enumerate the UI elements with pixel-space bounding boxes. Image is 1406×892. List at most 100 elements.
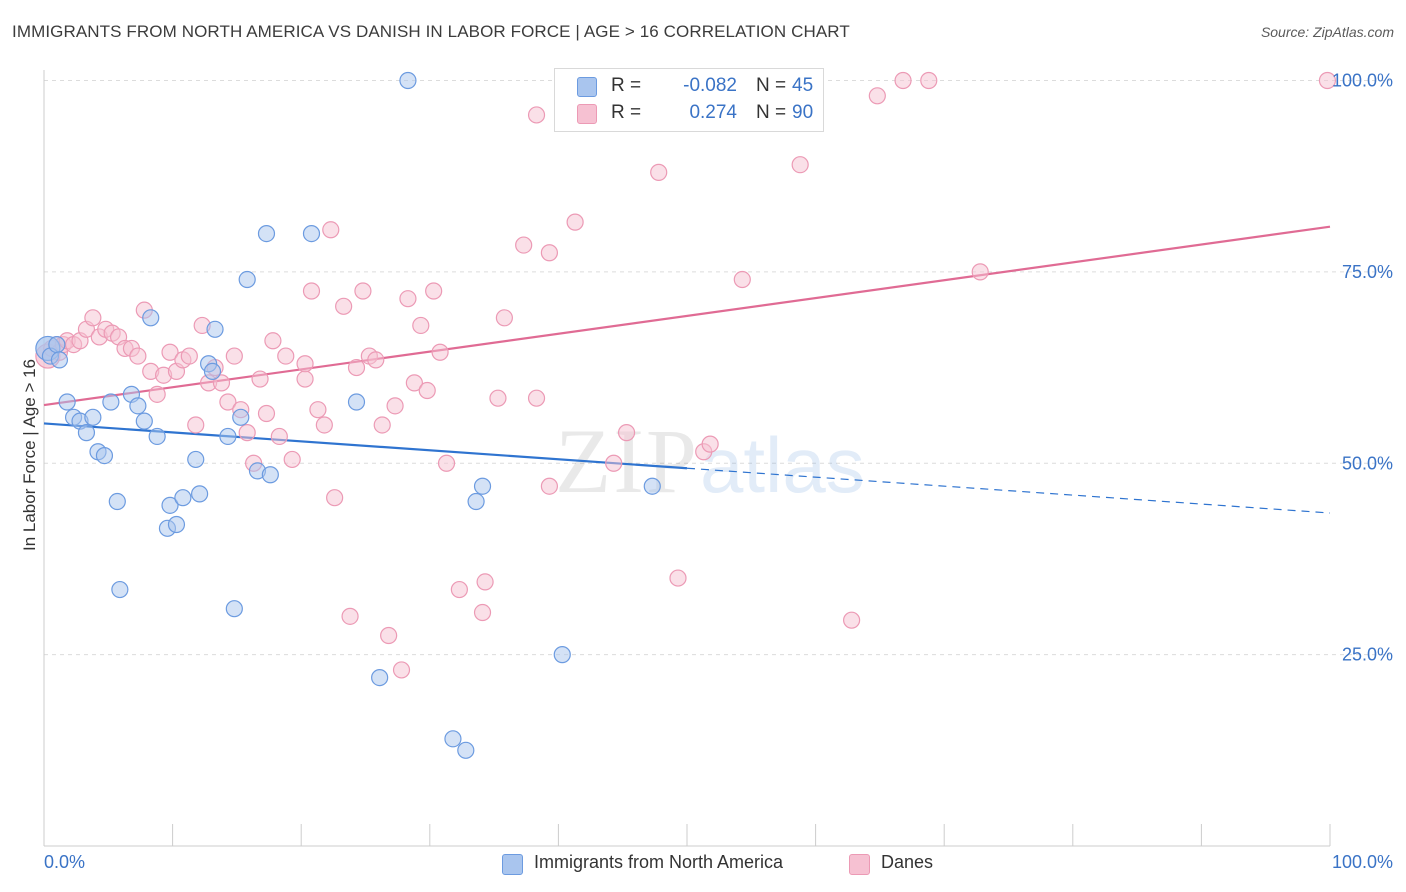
point-danes	[309, 401, 327, 419]
point-danes	[277, 347, 295, 365]
point-danes	[296, 370, 314, 388]
point-immigrants-north-america	[48, 335, 66, 354]
point-danes	[354, 282, 372, 300]
point-immigrants-north-america	[161, 496, 179, 514]
point-danes	[373, 416, 391, 434]
point-danes	[473, 603, 492, 622]
y-tick-label: 100.0%	[1332, 71, 1393, 91]
axes	[43, 70, 1331, 847]
point-danes	[495, 309, 513, 327]
point-danes	[283, 450, 301, 469]
point-immigrants-north-america	[347, 393, 366, 411]
legend-swatch-series1	[577, 77, 597, 97]
legend-n-label: N =	[756, 102, 787, 123]
point-danes	[264, 332, 282, 350]
point-danes	[418, 381, 436, 400]
point-danes	[843, 611, 861, 629]
chart-title: IMMIGRANTS FROM NORTH AMERICA VS DANISH …	[12, 22, 850, 41]
point-immigrants-north-america	[232, 408, 250, 426]
point-danes	[367, 351, 385, 369]
legend-r-label: R =	[611, 102, 642, 123]
point-immigrants-north-america	[102, 393, 120, 411]
point-immigrants-north-america	[142, 309, 160, 327]
point-danes	[868, 87, 886, 105]
point-danes	[84, 309, 102, 327]
x-tick-label: 0.0%	[44, 852, 85, 872]
point-danes	[302, 282, 321, 300]
point-immigrants-north-america	[108, 492, 126, 511]
bottom-legend-swatch-series2	[849, 854, 870, 875]
legend-n-value: 90	[792, 102, 814, 123]
point-immigrants-north-america	[203, 362, 222, 380]
point-danes	[257, 404, 276, 423]
point-danes	[437, 454, 456, 472]
bottom-legend-label-series2: Danes	[881, 852, 934, 872]
point-immigrants-north-america	[187, 450, 205, 469]
y-tick-label: 25.0%	[1342, 645, 1393, 665]
legend-r-label: R =	[611, 75, 642, 96]
point-danes	[450, 580, 468, 599]
point-danes	[335, 297, 353, 315]
y-axis-label: In Labor Force | Age > 16	[20, 359, 39, 551]
trendline-immigrants-north-america-extension	[686, 467, 1331, 514]
point-immigrants-north-america	[191, 485, 209, 503]
point-danes	[489, 389, 507, 407]
point-danes	[296, 355, 314, 373]
point-danes	[212, 374, 231, 392]
point-danes	[1318, 71, 1337, 90]
point-danes	[527, 389, 546, 407]
correlation-legend: R = -0.082 N = 45 R = 0.274 N = 90	[554, 68, 824, 132]
point-danes	[219, 393, 237, 411]
point-danes	[669, 569, 687, 587]
y-tick-label: 50.0%	[1342, 453, 1393, 473]
point-immigrants-north-america	[238, 270, 256, 289]
point-immigrants-north-america	[261, 466, 279, 484]
legend-n-value: 45	[792, 75, 814, 96]
x-tick-label: 100.0%	[1332, 852, 1393, 872]
point-danes	[148, 385, 166, 403]
point-danes	[476, 573, 494, 591]
point-danes	[701, 435, 719, 453]
point-danes	[341, 607, 359, 625]
point-danes	[270, 427, 288, 446]
point-danes	[225, 347, 243, 365]
point-immigrants-north-america	[135, 412, 153, 430]
point-danes	[920, 71, 938, 90]
point-danes	[347, 358, 366, 377]
point-danes	[187, 416, 205, 434]
point-danes	[894, 71, 912, 90]
point-immigrants-north-america	[167, 515, 186, 534]
point-immigrants-north-america	[206, 320, 224, 338]
point-danes	[238, 424, 256, 442]
point-immigrants-north-america	[148, 427, 166, 446]
point-danes	[180, 347, 198, 365]
point-immigrants-north-america	[302, 225, 321, 243]
point-immigrants-north-america	[225, 600, 243, 618]
watermark: ZIP atlas	[555, 410, 865, 512]
point-danes	[791, 156, 809, 174]
point-danes	[392, 661, 411, 679]
point-danes	[326, 489, 344, 507]
point-immigrants-north-america	[467, 492, 485, 511]
data-points	[35, 71, 1337, 759]
point-immigrants-north-america	[129, 397, 147, 415]
point-immigrants-north-america	[95, 446, 114, 465]
point-immigrants-north-america	[111, 580, 129, 599]
legend-r-value: 0.274	[689, 102, 737, 123]
point-danes	[515, 236, 533, 254]
point-danes	[605, 454, 623, 472]
point-immigrants-north-america	[84, 408, 102, 426]
point-immigrants-north-america	[371, 668, 389, 687]
bottom-legend-swatch-series1	[502, 854, 523, 875]
point-danes	[425, 282, 443, 300]
point-danes	[540, 244, 558, 262]
point-danes	[527, 106, 546, 124]
point-immigrants-north-america	[174, 489, 192, 507]
point-immigrants-north-america	[77, 424, 96, 442]
point-immigrants-north-america	[553, 646, 571, 664]
point-danes	[733, 270, 751, 289]
point-immigrants-north-america	[643, 477, 661, 495]
point-immigrants-north-america	[444, 730, 462, 748]
point-danes	[399, 290, 417, 308]
point-danes	[405, 374, 423, 392]
